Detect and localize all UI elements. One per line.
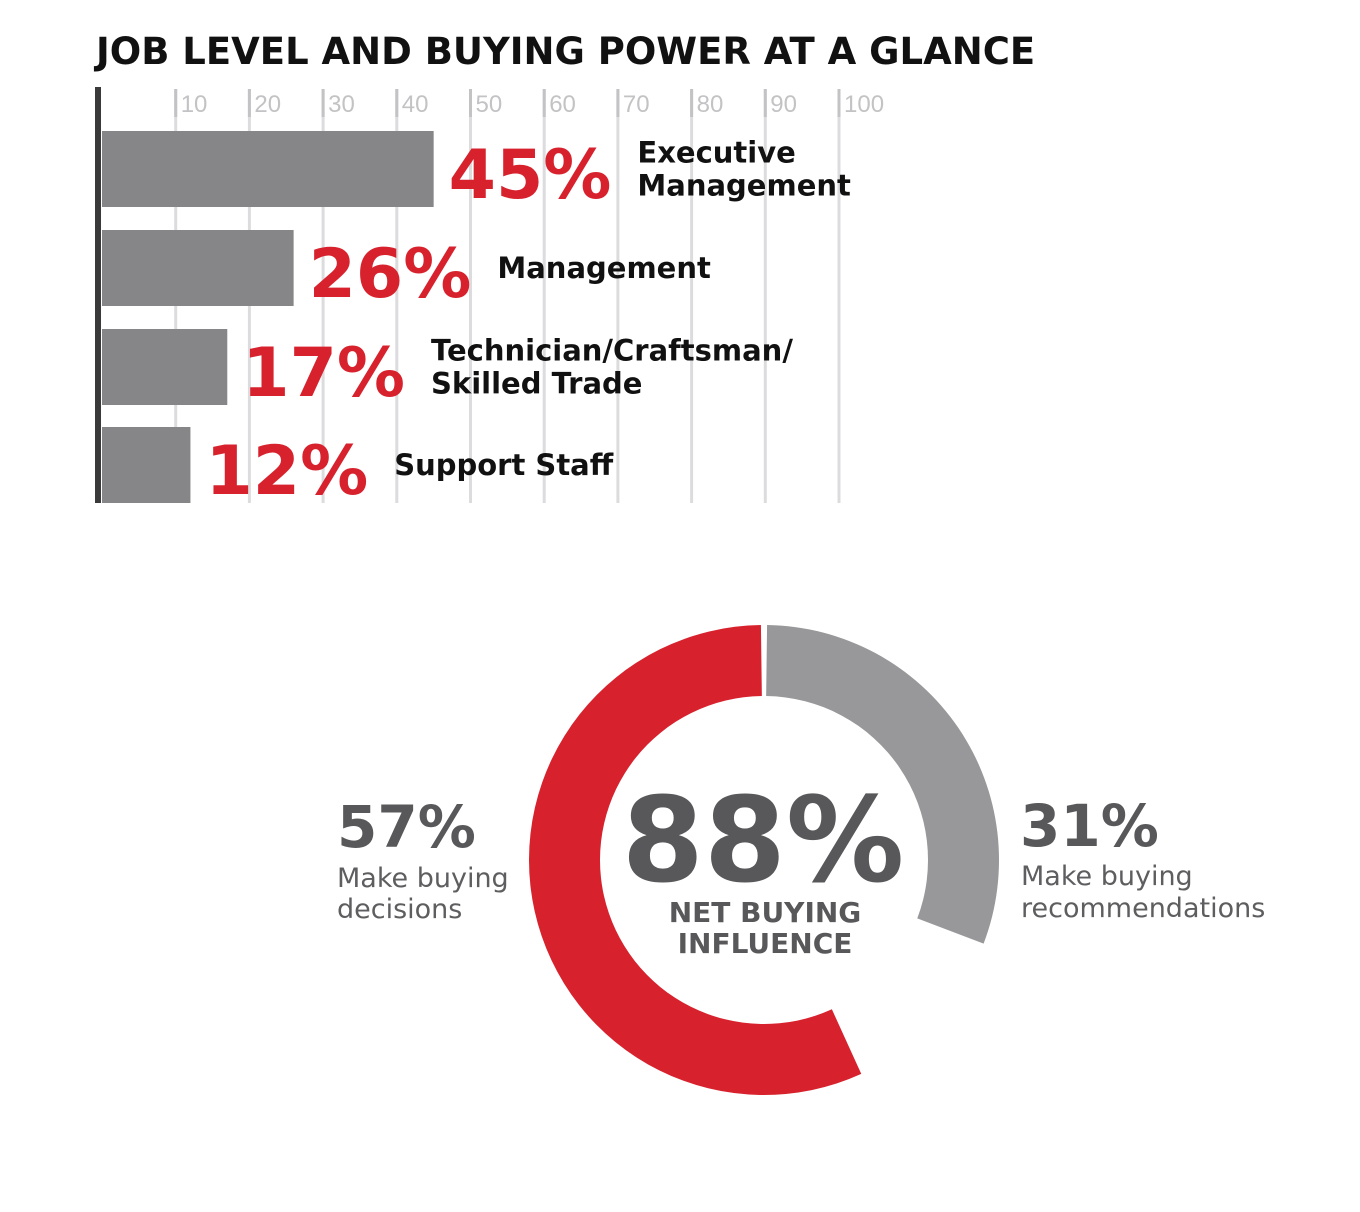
decisions-description-line-1: Make buying [337, 863, 509, 894]
bar-3 [102, 329, 228, 405]
bar-category-label-1-line-1: Executive [637, 136, 795, 170]
recommendations-percentage: 31% [1020, 792, 1159, 860]
tick-label-100: 100 [844, 91, 884, 118]
tick-label-20: 20 [254, 91, 281, 118]
donut-segment-recommendations [766, 625, 1000, 944]
tick-label-80: 80 [697, 91, 724, 118]
tick-label-70: 70 [623, 91, 650, 118]
chart-title: JOB LEVEL AND BUYING POWER AT A GLANCE [93, 30, 1035, 73]
decisions-description-line-2: decisions [337, 894, 462, 925]
tick-label-40: 40 [402, 91, 429, 118]
decisions-percentage: 57% [337, 793, 476, 861]
bar-chart-x-axis-ticks: 10 20 30 40 50 60 70 80 90 100 [174, 89, 884, 118]
bar-value-label-2: 26% [309, 235, 472, 314]
tick-label-30: 30 [328, 91, 355, 118]
donut-center-value: 88% [622, 771, 904, 909]
donut-center-label-line-2: INFLUENCE [678, 927, 853, 960]
tick-label-50: 50 [476, 91, 503, 118]
bar-value-label-3: 17% [242, 334, 405, 413]
donut-center-label-line-1: NET BUYING [669, 896, 862, 929]
tick-label-60: 60 [549, 91, 576, 118]
tick-label-90: 90 [770, 91, 797, 118]
bar-2 [102, 230, 294, 306]
bar-category-label-2-line-1: Management [497, 251, 711, 285]
bar-1 [102, 131, 434, 207]
bar-value-label-1: 45% [449, 136, 612, 215]
bar-category-label-3-line-1: Technician/Craftsman/ [431, 334, 793, 368]
bar-category-label-1-line-2: Management [637, 169, 851, 203]
recommendations-description-line-1: Make buying [1021, 861, 1193, 892]
recommendations-description-line-2: recommendations [1021, 893, 1265, 924]
donut-segment-decisions [528, 625, 862, 1095]
bar-category-label-4-line-1: Support Staff [394, 448, 614, 482]
bar-category-label-3-line-2: Skilled Trade [431, 367, 642, 401]
donut-chart-segments [528, 625, 1000, 1095]
bar-chart-bars [102, 131, 434, 503]
bar-value-label-4: 12% [205, 432, 368, 511]
bar-4 [102, 427, 191, 503]
tick-label-10: 10 [181, 91, 208, 118]
